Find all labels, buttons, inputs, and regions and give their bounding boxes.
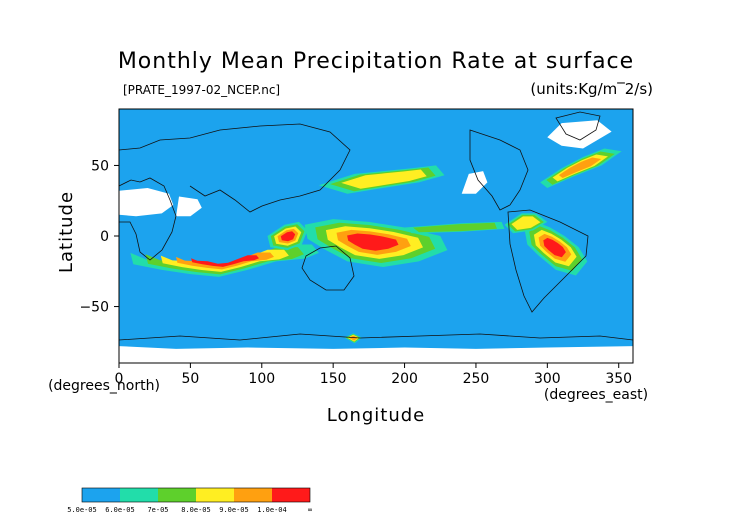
coast-eurasia xyxy=(119,123,351,213)
colorbar-swatch xyxy=(120,488,158,502)
missing-western-north-america xyxy=(461,171,488,194)
x-unit-label: (degrees_east) xyxy=(544,387,648,403)
y-axis-label: Latitude xyxy=(56,191,77,273)
coastline-layer xyxy=(119,111,633,341)
coast-australia xyxy=(301,245,355,291)
colorbar-tick-label: 7e-05 xyxy=(147,506,168,514)
coast-greenland xyxy=(555,111,601,141)
colorbar-swatch xyxy=(272,488,310,502)
source-label: [PRATE_1997-02_NCEP.nc] xyxy=(123,83,280,97)
colorbar-tick-label: 8.0e-05 xyxy=(181,506,211,514)
y-unit-label: (degrees_north) xyxy=(48,378,160,394)
x-axis-label: Longitude xyxy=(327,405,426,426)
colorbar-tick-label: 1.0e-04 xyxy=(257,506,287,514)
missing-greenland xyxy=(547,120,612,149)
x-tick-label: 250 xyxy=(463,371,490,387)
y-tick-label: 0 xyxy=(100,229,109,245)
precip-region-maritime-continent-level-5 xyxy=(280,231,296,242)
colorbar-frame xyxy=(81,487,311,503)
colorbar-swatch xyxy=(82,488,120,502)
y-tick-label: −50 xyxy=(79,300,109,316)
precip-region-equatorial-pacific-itcz-level-2 xyxy=(413,222,497,233)
colorbar: 5.0e-05 6.0e-05 7e-05 8.0e-05 9.0e-05 1.0e-04… xyxy=(67,487,312,514)
missing-sahara xyxy=(119,188,174,217)
units-label: (units:Kg/m‾2/s) xyxy=(530,80,653,98)
colorbar-tick-label: 9.0e-05 xyxy=(219,506,249,514)
missing-data-layer xyxy=(119,120,633,363)
coast-north-america xyxy=(469,129,529,211)
colorbar-swatch xyxy=(234,488,272,502)
x-tick-label: 200 xyxy=(391,371,418,387)
precip-region-north-atlantic-storm-track-level-4 xyxy=(558,157,602,178)
x-tick-label: 300 xyxy=(534,371,561,387)
precip-region-caribbean-east-pacific-level-3 xyxy=(511,216,541,230)
x-tick-label: 100 xyxy=(248,371,275,387)
plot-area xyxy=(119,109,633,363)
x-tick-label: 0 xyxy=(115,371,124,387)
precip-region-spcz-band-level-5 xyxy=(347,233,399,251)
y-axis-ticks: 50 0 −50 xyxy=(79,158,119,316)
coast-south-america xyxy=(507,209,589,313)
coast-africa xyxy=(119,177,177,261)
precip-region-indian-ocean-band-level-5 xyxy=(191,255,259,267)
precip-region-southern-ocean-patch-level-4 xyxy=(348,335,358,341)
x-axis-ticks: 0 50 100 150 200 250 300 350 xyxy=(115,363,632,387)
x-tick-label: 150 xyxy=(320,371,347,387)
colorbar-tick-label: 6.0e-05 xyxy=(105,506,135,514)
colorbar-tick-label: ∞ xyxy=(308,506,312,514)
precip-region-amazon-level-5 xyxy=(543,237,566,258)
precip-regions-layer xyxy=(130,148,622,344)
x-tick-label: 350 xyxy=(605,371,632,387)
missing-antarctica-edge xyxy=(119,346,633,363)
x-tick-label: 50 xyxy=(181,371,199,387)
colorbar-swatch xyxy=(158,488,196,502)
y-tick-label: 50 xyxy=(91,158,109,174)
precip-region-north-pacific-storm-track-level-3 xyxy=(341,169,427,189)
missing-arabia xyxy=(176,196,202,217)
chart-title: Monthly Mean Precipitation Rate at surfa… xyxy=(118,49,634,74)
colorbar-tick-label: 5.0e-05 xyxy=(67,506,97,514)
colorbar-swatch xyxy=(196,488,234,502)
coast-antarctica xyxy=(119,333,633,341)
